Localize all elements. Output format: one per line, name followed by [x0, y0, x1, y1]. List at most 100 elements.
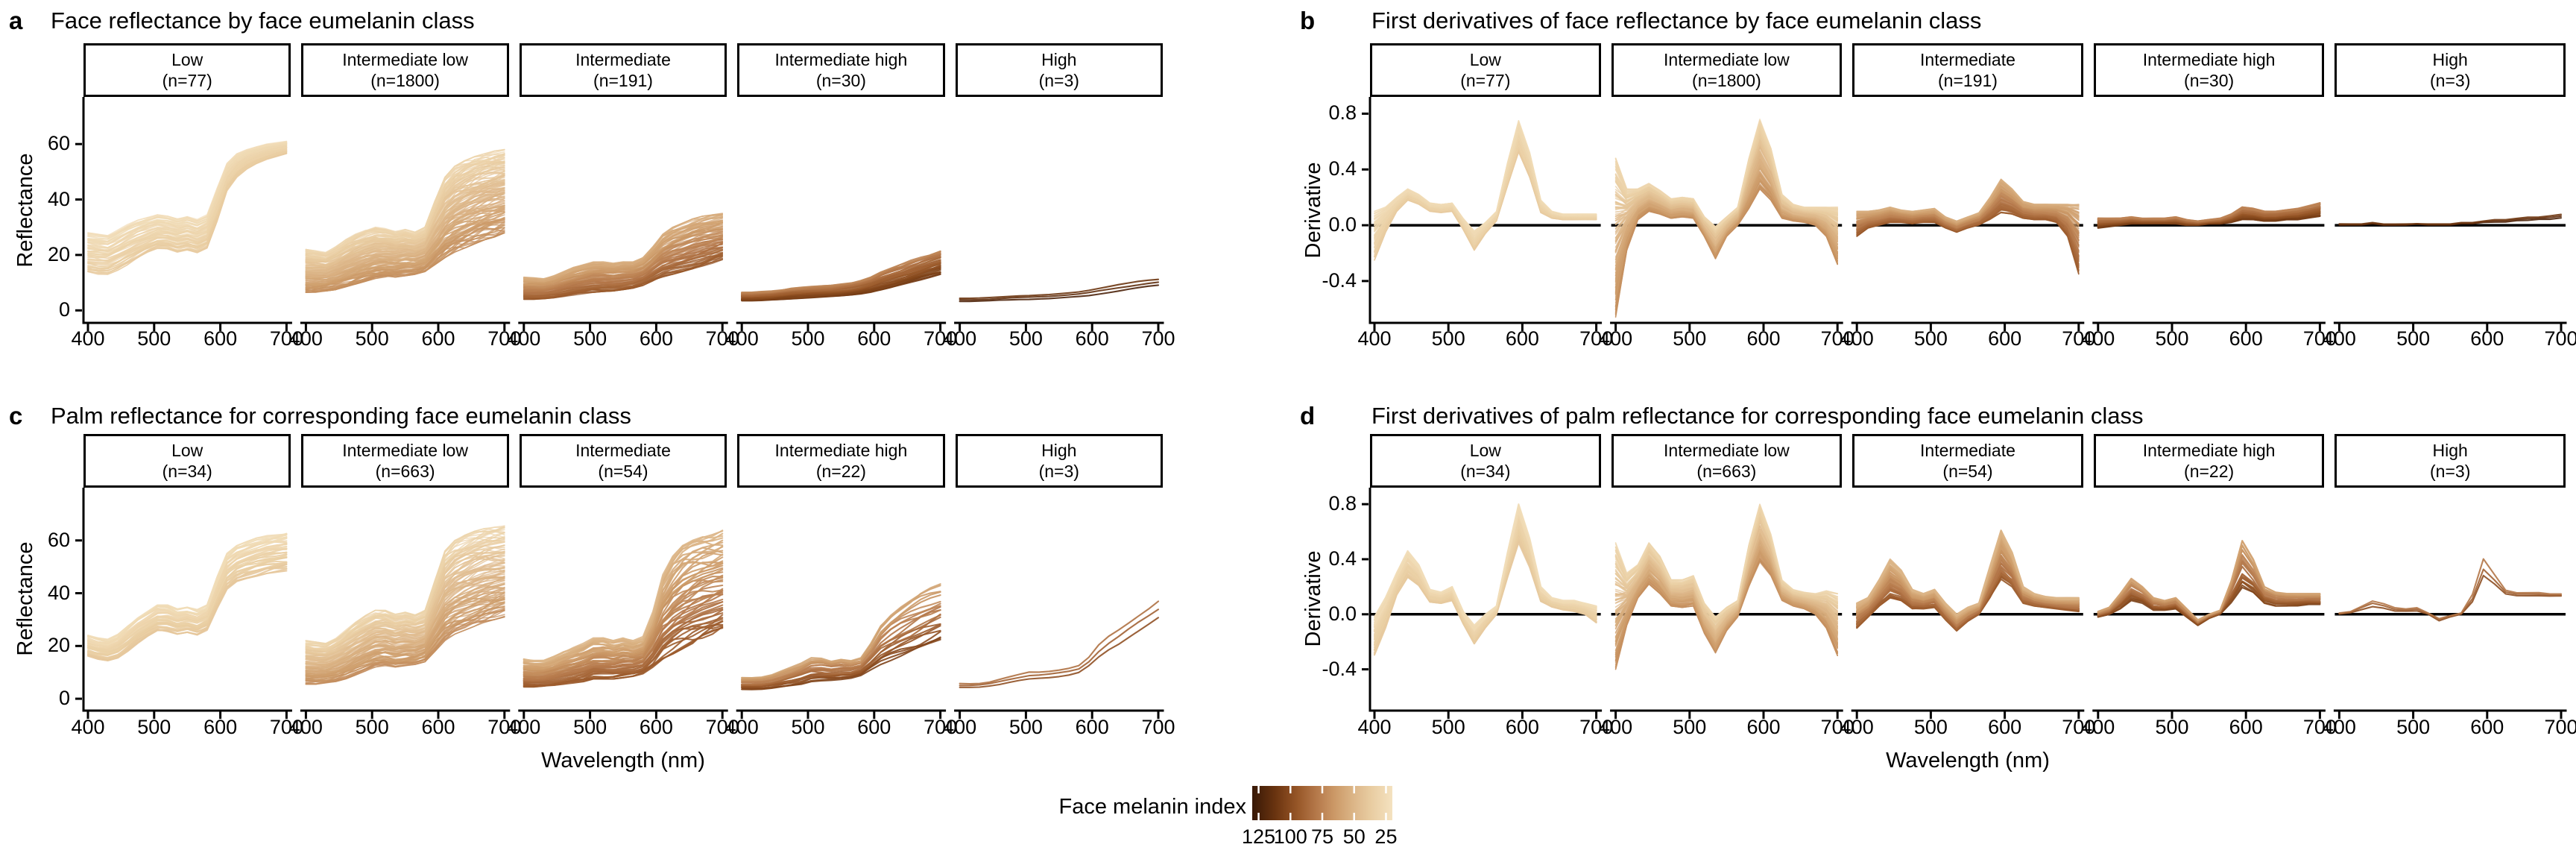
x-tick-label: 700 — [487, 716, 522, 738]
facet-strip-count: (n=34) — [1460, 462, 1511, 481]
x-tick-label: 700 — [2544, 716, 2576, 738]
facet-lines — [2338, 213, 2563, 226]
legend-tick-label: 75 — [1310, 825, 1334, 848]
y-tick-label: 0.4 — [1328, 157, 1357, 180]
facet-strip-count: (n=3) — [1038, 71, 1079, 90]
spectral-line — [523, 562, 724, 670]
spectral-line — [2097, 202, 2321, 222]
x-tick-label: 400 — [1357, 327, 1392, 350]
x-tick-label: 600 — [1988, 716, 2022, 738]
facet-strip: Intermediate (n=54) — [519, 434, 727, 488]
facet-lines — [959, 600, 1160, 688]
facet-lines — [1856, 529, 2080, 632]
facet-strip-count: (n=191) — [1938, 71, 1998, 90]
spectral-line — [1374, 120, 1597, 233]
spectral-line — [87, 144, 288, 252]
y-tick-label: 40 — [47, 187, 70, 210]
spectral-line — [523, 620, 724, 687]
facet-strip-name: Intermediate low — [1664, 441, 1790, 460]
facet-strip-count: (n=30) — [2184, 71, 2235, 90]
spectral-line — [305, 148, 505, 254]
facet-strip: Intermediate high (n=22) — [737, 434, 945, 488]
facet-strip-count: (n=22) — [815, 462, 866, 481]
spectral-line — [523, 242, 724, 295]
x-tick-label: 600 — [1505, 327, 1539, 350]
spectral-line — [2097, 544, 2321, 622]
x-tick-label: 600 — [421, 716, 455, 738]
facet-strip-name: High — [1041, 441, 1077, 460]
x-tick-label: 400 — [2322, 716, 2356, 738]
facet-strip: Intermediate low (n=1800) — [301, 43, 509, 97]
x-tick-label: 500 — [1431, 716, 1465, 738]
x-tick-label: 500 — [355, 716, 389, 738]
spectral-line — [87, 144, 288, 248]
facet-strip: Intermediate (n=191) — [519, 43, 727, 97]
facet-strip-count: (n=22) — [2184, 462, 2235, 481]
facet-strip-name: Intermediate high — [2142, 441, 2276, 460]
facet-lines — [741, 250, 941, 302]
spectral-line — [1374, 131, 1597, 237]
x-tick-label: 500 — [1913, 327, 1948, 350]
y-tick-label: 0 — [58, 687, 70, 710]
x-tick-label: 600 — [2470, 716, 2504, 738]
x-tick-label: 600 — [1075, 327, 1109, 350]
facet-strip: Low (n=77) — [1370, 43, 1601, 97]
spectral-line — [959, 600, 1160, 685]
facet-lines — [87, 140, 288, 275]
x-tick-label: 500 — [355, 327, 389, 350]
x-tick-label: 400 — [1357, 716, 1392, 738]
x-tick-label: 600 — [639, 716, 673, 738]
x-tick-label: 700 — [1820, 327, 1854, 350]
facet-strip-name: Low — [1469, 441, 1501, 460]
spectral-line — [87, 151, 288, 271]
x-tick-label: 500 — [2155, 716, 2189, 738]
x-tick-label: 400 — [1599, 327, 1633, 350]
panel-c-title: Palm reflectance for corresponding face … — [51, 403, 631, 429]
x-tick-label: 600 — [203, 327, 238, 350]
facet-strip: Intermediate high (n=30) — [2093, 43, 2325, 97]
legend-tick-label: 25 — [1374, 825, 1398, 848]
spectral-line — [87, 142, 288, 242]
x-tick-label: 500 — [2155, 327, 2189, 350]
spectral-line — [87, 140, 288, 238]
spectral-line — [959, 284, 1160, 303]
spectral-line — [305, 550, 505, 655]
x-tick-label: 600 — [203, 716, 238, 738]
spectral-line — [741, 251, 941, 294]
spectral-line — [87, 151, 288, 271]
spectral-line — [959, 608, 1160, 687]
spectral-line — [1374, 151, 1597, 261]
x-tick-label: 700 — [269, 327, 303, 350]
facet-strip: High (n=3) — [2334, 434, 2566, 488]
x-tick-label: 600 — [1988, 327, 2022, 350]
spectral-line — [741, 609, 941, 683]
spectral-line — [1374, 151, 1597, 258]
x-tick-label: 500 — [1008, 327, 1043, 350]
spectral-line — [305, 570, 505, 666]
spectral-line — [86, 554, 288, 655]
x-tick-label: 400 — [2081, 327, 2115, 350]
spectral-line — [1374, 120, 1597, 233]
facet-strip-count: (n=54) — [1942, 462, 1993, 481]
facet-strip-name: Intermediate low — [1664, 50, 1790, 69]
spectral-line — [87, 148, 288, 262]
x-tick-label: 600 — [2229, 327, 2263, 350]
spectral-line — [305, 172, 505, 265]
x-tick-label: 500 — [137, 327, 171, 350]
x-tick-label: 400 — [2081, 716, 2115, 738]
facet-strip-count: (n=191) — [593, 71, 653, 90]
facet-strip: Intermediate high (n=30) — [737, 43, 945, 97]
facet-strip: Intermediate (n=54) — [1852, 434, 2083, 488]
x-tick-label: 400 — [724, 716, 759, 738]
facet-strip-name: Intermediate low — [342, 441, 468, 460]
facet-strip-name: Intermediate — [575, 441, 671, 460]
spectral-line — [1856, 529, 2080, 616]
x-tick-label: 600 — [421, 327, 455, 350]
spectral-line — [87, 152, 288, 272]
facet-strip-name: Intermediate — [1920, 441, 2015, 460]
spectral-line — [1374, 144, 1597, 254]
spectral-line — [1374, 151, 1597, 258]
x-tick-label: 400 — [724, 327, 759, 350]
x-tick-label: 400 — [288, 716, 323, 738]
